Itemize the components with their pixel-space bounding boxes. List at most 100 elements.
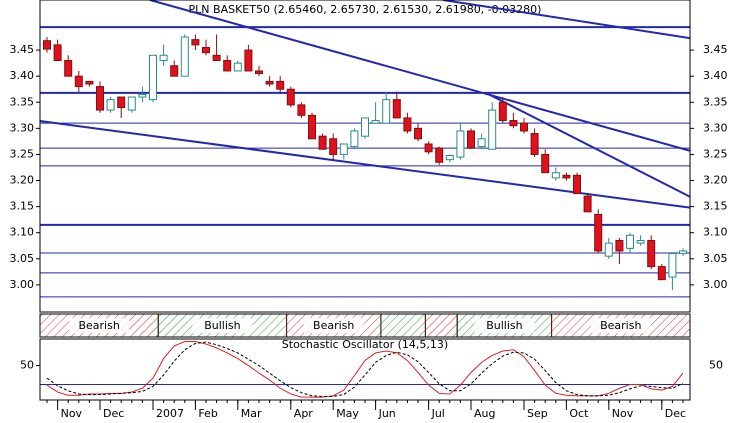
stochastic-panel: Stochastic Oscillator (14,5,13): [40, 338, 690, 398]
candle-body: [604, 242, 613, 257]
candle-body: [551, 172, 560, 179]
candle-body: [456, 130, 465, 158]
candle-body: [530, 133, 539, 155]
candle-body: [223, 60, 232, 72]
candle-body: [117, 96, 126, 108]
trend-segment: [380, 313, 426, 338]
candle-body: [318, 135, 327, 150]
candle-body: [414, 127, 423, 140]
candle-body: [244, 49, 253, 72]
y-tick-label: 3.40: [703, 69, 728, 82]
y-tick-label: 3.30: [703, 121, 728, 134]
candle-body: [636, 240, 645, 244]
label-backing: [192, 318, 253, 333]
candle-body: [254, 70, 263, 75]
candle-body: [191, 39, 200, 46]
candle-body: [339, 143, 348, 155]
candle-body: [498, 101, 507, 122]
y-tick-label: 3.35: [703, 95, 728, 108]
candle-body: [350, 130, 359, 148]
candle-body: [170, 65, 179, 77]
candle-body: [477, 138, 486, 148]
candle-body: [668, 253, 677, 278]
stochastic-title: Stochastic Oscillator (14,5,13): [282, 338, 448, 351]
candle-body: [329, 138, 338, 155]
candle-body: [594, 213, 603, 252]
y-tick-label: 3.45: [703, 43, 728, 56]
x-tick-label: Oct: [569, 407, 589, 420]
candle-body: [657, 266, 666, 281]
candle-body: [562, 174, 571, 179]
candle-body: [382, 99, 391, 124]
trend-label: Bearish: [78, 319, 119, 332]
candle-body: [297, 104, 306, 116]
candle-body: [276, 80, 285, 90]
y-tick-label: 3.35: [10, 95, 35, 108]
label-backing: [303, 318, 364, 333]
trend-line: [40, 120, 690, 209]
band-frame: [39, 313, 691, 338]
y-tick-label: 3.10: [703, 226, 728, 239]
candle-body: [371, 120, 380, 124]
trend-line: [489, 94, 690, 198]
candle-body: [488, 109, 497, 150]
label-backing: [69, 318, 130, 333]
candle-body: [307, 114, 316, 140]
candle-body: [138, 93, 147, 98]
x-tick-label: Jun: [378, 407, 396, 420]
candle-body: [541, 153, 550, 174]
candle-body: [392, 99, 401, 119]
y-tick-label: 3.10: [10, 226, 35, 239]
candle-body: [159, 54, 168, 62]
y-tick-label: 3.25: [10, 147, 35, 160]
candle-body: [647, 240, 656, 268]
x-tick-label: Dec: [103, 407, 124, 420]
candle-body: [74, 75, 83, 88]
y-tick-label: 3.45: [10, 43, 35, 56]
candle-body: [520, 122, 529, 132]
candle-body: [403, 117, 412, 132]
y-tick-label: 50: [20, 359, 34, 372]
y-tick-label: 3.00: [10, 278, 35, 291]
candle-body: [509, 120, 518, 127]
y-tick-label: 3.25: [703, 147, 728, 160]
x-tick-label: Jul: [431, 407, 445, 420]
stochastic-line: [46, 341, 684, 398]
candle-body: [424, 143, 433, 153]
label-backing: [474, 318, 535, 333]
x-tick-label: Apr: [294, 407, 314, 420]
candle-body: [233, 62, 242, 72]
trend-label: Bullish: [486, 319, 522, 332]
y-tick-label: 3.05: [10, 252, 35, 265]
candle-body: [467, 130, 476, 149]
candle-body: [615, 240, 624, 252]
y-tick-label: 3.30: [10, 121, 35, 134]
y-tick-label: 3.20: [703, 174, 728, 187]
candle-body: [64, 60, 73, 77]
y-tick-label: 3.05: [703, 252, 728, 265]
y-tick-label: 3.20: [10, 174, 35, 187]
x-tick-label: Sep: [527, 407, 548, 420]
candle-body: [95, 86, 104, 111]
x-tick-label: May: [336, 407, 359, 420]
x-tick-label: Nov: [61, 407, 83, 420]
x-tick-label: Dec: [665, 407, 686, 420]
candle-body: [435, 147, 444, 163]
candle-body: [201, 46, 210, 54]
x-tick-label: Feb: [198, 407, 217, 420]
price-panel: PLN BASKET50 (2.65460, 2.65730, 2.61530,…: [40, 0, 690, 298]
trend-band: Bearish Bullish Bearish Bullish Bearish: [39, 313, 691, 338]
candle-body: [573, 174, 582, 195]
candle-body: [626, 234, 635, 249]
x-tick-label: Nov: [612, 407, 634, 420]
candle-body: [127, 96, 136, 111]
candle-body: [180, 36, 189, 77]
label-backing: [590, 318, 651, 333]
chart-title: PLN BASKET50 (2.65460, 2.65730, 2.61530,…: [189, 3, 542, 16]
trend-line: [149, 0, 690, 152]
candle-body: [445, 154, 454, 161]
candle-body: [361, 117, 369, 137]
candle-body: [265, 80, 274, 85]
